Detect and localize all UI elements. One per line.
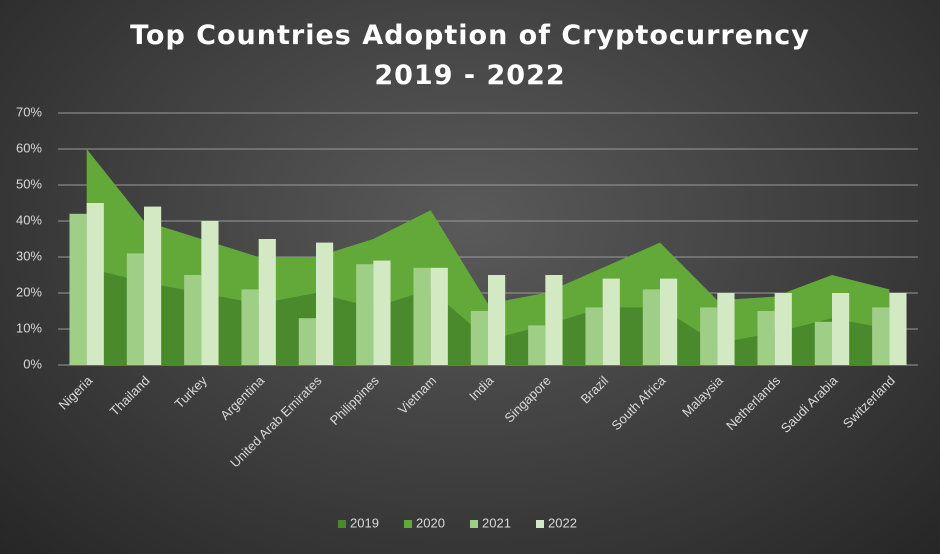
bar <box>700 307 718 365</box>
x-tick-label: Singapore <box>501 373 554 426</box>
bar <box>585 307 603 365</box>
legend-label: 2021 <box>482 515 511 530</box>
legend-swatch <box>404 520 412 528</box>
legend-swatch <box>470 520 478 528</box>
chart-title: Top Countries Adoption of Cryptocurrency… <box>130 20 810 91</box>
y-tick-label: 30% <box>16 248 42 263</box>
y-tick-label: 10% <box>16 320 42 335</box>
y-tick-label: 70% <box>16 104 42 119</box>
legend-label: 2020 <box>416 515 445 530</box>
bar <box>316 242 334 365</box>
area <box>86 267 890 365</box>
bar <box>488 275 506 365</box>
x-tick-label: Argentina <box>217 372 268 423</box>
bar <box>660 278 678 365</box>
x-tick-label: South Africa <box>608 372 669 433</box>
bar <box>889 293 907 365</box>
x-tick-label: Thailand <box>107 373 153 419</box>
bar <box>86 203 104 365</box>
bar <box>832 293 850 365</box>
bar <box>241 289 259 365</box>
x-tick-label: Vietnam <box>395 373 439 417</box>
bar <box>298 318 316 365</box>
bar <box>413 267 431 365</box>
bar <box>642 289 660 365</box>
legend-label: 2019 <box>350 515 379 530</box>
x-tick-label: Philippines <box>327 373 382 428</box>
bar <box>717 293 735 365</box>
x-tick-label: Netherlands <box>723 373 784 434</box>
x-tick-label: Switzerland <box>840 373 898 431</box>
x-tick-label: Saudi Arabia <box>778 372 841 435</box>
bar <box>430 267 448 365</box>
x-tick-label: Nigeria <box>55 372 95 412</box>
bar <box>814 321 832 365</box>
bar <box>373 260 391 365</box>
x-tick-label: Malaysia <box>679 372 726 419</box>
bar <box>872 307 890 365</box>
bar <box>470 311 488 365</box>
bar <box>69 213 87 365</box>
legend-swatch <box>536 520 544 528</box>
bar <box>201 221 219 365</box>
y-tick-label: 50% <box>16 176 42 191</box>
bar <box>757 311 775 365</box>
legend-swatch <box>338 520 346 528</box>
bar <box>528 325 546 365</box>
bar <box>602 278 620 365</box>
x-tick-label: Turkey <box>172 373 211 412</box>
legend-label: 2022 <box>548 515 577 530</box>
bar <box>184 275 202 365</box>
bar <box>774 293 792 365</box>
y-tick-label: 60% <box>16 140 42 155</box>
x-tick-label: Brazil <box>578 373 612 407</box>
bar <box>545 275 563 365</box>
y-tick-label: 0% <box>23 356 42 371</box>
bar <box>356 264 374 365</box>
x-tick-label: India <box>466 372 497 403</box>
y-tick-label: 20% <box>16 284 42 299</box>
y-tick-label: 40% <box>16 212 42 227</box>
bar <box>144 206 162 365</box>
bar <box>258 239 276 365</box>
bar <box>126 253 144 365</box>
